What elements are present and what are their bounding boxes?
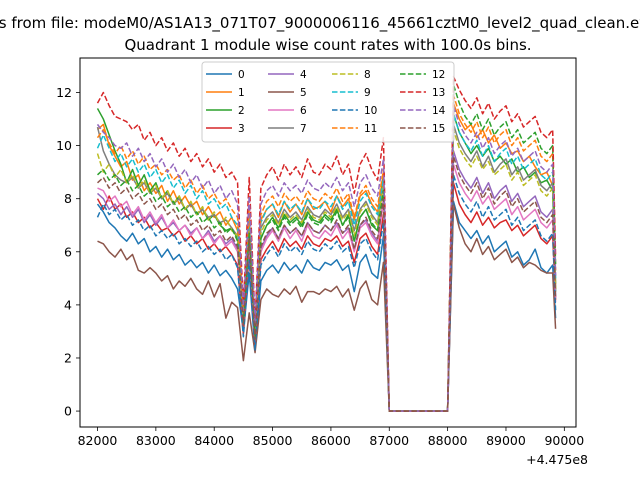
legend-label-13: 13 (432, 87, 445, 99)
legend-label-15: 15 (432, 123, 445, 135)
y-tick-label: 2 (64, 350, 72, 365)
y-tick-label: 10 (56, 138, 72, 153)
y-tick-label: 12 (56, 85, 72, 100)
y-tick-label: 6 (64, 244, 72, 259)
legend-label-6: 6 (300, 105, 307, 117)
x-tick-label: 83000 (136, 433, 176, 448)
plot-frame (79, 57, 577, 428)
legend-label-7: 7 (300, 123, 307, 135)
legend-label-3: 3 (238, 123, 245, 135)
axes: 82000 83000 84000 85000 86000 87000 88000 89000… (56, 85, 584, 448)
series-line-12 (97, 83, 557, 412)
x-tick-label: 88000 (428, 433, 468, 448)
series-line-11 (96, 94, 557, 412)
legend-label-1: 1 (238, 87, 245, 99)
y-tick-label: 8 (64, 191, 72, 206)
series-line-6 (97, 163, 557, 412)
series-line-1 (97, 102, 557, 412)
legend-label-9: 9 (364, 87, 371, 99)
legend-label-12: 12 (432, 69, 445, 81)
legend-label-0: 0 (238, 69, 245, 81)
series-line-3 (96, 182, 557, 412)
series-line-9 (96, 113, 557, 412)
legend-label-4: 4 (300, 69, 307, 81)
legend-label-2: 2 (238, 105, 245, 117)
legend-label-11: 11 (364, 123, 377, 135)
x-tick-label: 89000 (486, 433, 526, 448)
series-line-13 (96, 75, 557, 412)
y-tick-label: 4 (64, 297, 72, 312)
x-tick-label: 87000 (369, 433, 409, 448)
legend-label-5: 5 (300, 87, 307, 99)
x-tick-label: 86000 (311, 433, 351, 448)
series-lines (96, 75, 557, 412)
series-line-7 (96, 123, 557, 412)
y-tick-label: 0 (64, 404, 72, 419)
legend-label-14: 14 (432, 105, 446, 117)
series-line-2 (96, 108, 557, 412)
figure-suptitle: Light curves from file: modeM0/AS1A13_07… (0, 14, 640, 32)
legend-label-8: 8 (364, 69, 371, 81)
x-tick-label: 90000 (544, 433, 584, 448)
x-offset-label: +4.475e8 (526, 452, 588, 467)
legend-label-10: 10 (364, 105, 377, 117)
series-line-15 (97, 155, 557, 412)
x-tick-label: 82000 (78, 433, 118, 448)
series-line-5 (97, 203, 557, 412)
x-tick-label: 85000 (253, 433, 293, 448)
series-line-8 (96, 128, 557, 412)
chart-title: Quadrant 1 module wise count rates with … (124, 36, 532, 54)
series-line-10 (96, 174, 557, 412)
x-tick-label: 84000 (194, 433, 234, 448)
legend-box (201, 61, 455, 143)
series-line-0 (96, 200, 557, 412)
series-line-14 (96, 105, 557, 412)
